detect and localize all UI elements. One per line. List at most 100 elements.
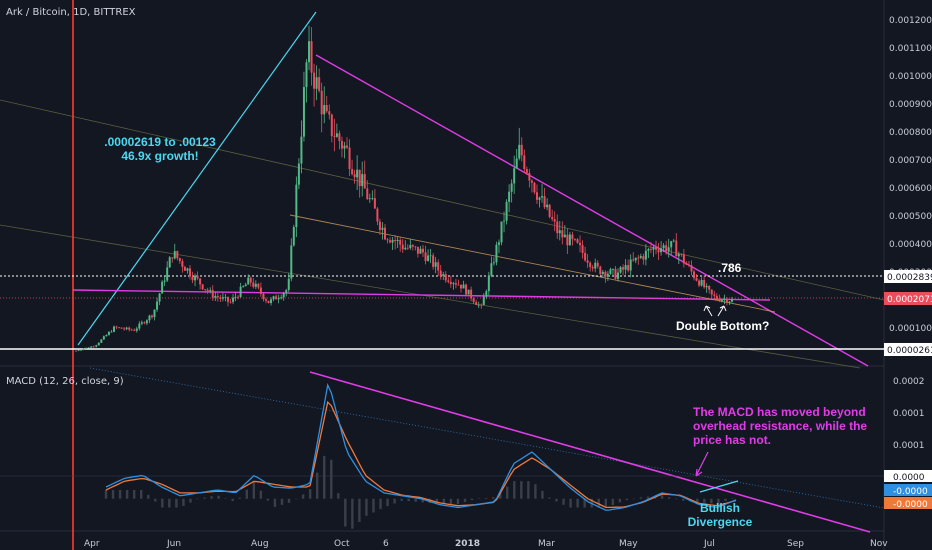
histogram-bar bbox=[161, 498, 164, 508]
histogram-bar bbox=[379, 498, 382, 510]
candle-body bbox=[297, 163, 300, 185]
candle-body bbox=[401, 244, 404, 250]
candle-body bbox=[642, 256, 645, 260]
current-price-label: 0.00020737 bbox=[887, 295, 932, 305]
candle-body bbox=[77, 350, 80, 352]
candle-body bbox=[731, 299, 733, 302]
histogram-bar bbox=[506, 486, 509, 499]
candle-body bbox=[252, 282, 255, 287]
candle-body bbox=[343, 145, 346, 149]
candle-body bbox=[695, 277, 698, 281]
candle-body bbox=[647, 249, 650, 251]
histogram-bar bbox=[231, 498, 234, 502]
candle-body bbox=[525, 169, 528, 173]
histogram-bar bbox=[287, 498, 291, 503]
candle-body bbox=[376, 208, 379, 222]
candle-body bbox=[272, 296, 275, 300]
candle-body bbox=[280, 297, 283, 299]
arrow-icon bbox=[703, 305, 713, 317]
candle-body bbox=[685, 263, 688, 265]
candle-body bbox=[100, 339, 103, 343]
histogram-bar bbox=[154, 498, 157, 502]
candle-body bbox=[166, 267, 169, 281]
candle-body bbox=[576, 239, 579, 243]
candle-body bbox=[318, 77, 321, 91]
macd-resistance-line bbox=[309, 371, 871, 533]
candle-body bbox=[237, 296, 240, 298]
candle-body bbox=[85, 347, 88, 349]
price-tick: 0.00080000 bbox=[889, 128, 932, 138]
histogram-bar bbox=[484, 497, 488, 499]
candle-body bbox=[553, 219, 556, 222]
histogram-bar bbox=[682, 498, 685, 501]
candle-body bbox=[665, 245, 668, 252]
candle-body bbox=[660, 248, 663, 253]
candle-body bbox=[115, 326, 118, 328]
histogram-bar bbox=[104, 489, 108, 499]
histogram-bar bbox=[358, 498, 361, 522]
histogram-bar bbox=[576, 498, 579, 508]
candle-body bbox=[384, 227, 387, 240]
candle-body bbox=[282, 293, 285, 298]
candle-body bbox=[351, 169, 354, 175]
candle-body bbox=[394, 239, 397, 242]
macd-title: MACD (12, 26, close, 9) bbox=[6, 376, 124, 387]
candle-body bbox=[599, 266, 602, 275]
price-tick: 0.00040000 bbox=[889, 240, 932, 250]
x-tick: Aug bbox=[251, 539, 269, 549]
histogram-bar bbox=[527, 481, 530, 499]
histogram-bar bbox=[189, 498, 192, 503]
candle-body bbox=[267, 300, 270, 304]
candle-body bbox=[520, 144, 523, 156]
candle-body bbox=[439, 270, 442, 276]
candle-body bbox=[95, 345, 98, 347]
price-tick: 0.00100000 bbox=[889, 72, 932, 82]
histogram-bar bbox=[449, 498, 453, 505]
candle-body bbox=[475, 302, 478, 305]
candle-body bbox=[348, 147, 351, 170]
candle-body bbox=[462, 284, 465, 289]
histogram-bar bbox=[513, 481, 516, 499]
candle-body bbox=[530, 180, 533, 183]
histogram-bar bbox=[273, 498, 277, 507]
candle-body bbox=[130, 329, 133, 331]
candle-body bbox=[338, 133, 341, 141]
candle-body bbox=[112, 326, 115, 332]
candle-body bbox=[710, 289, 713, 295]
bullish-annotation-line2: Divergence bbox=[688, 515, 753, 529]
candle-body bbox=[609, 269, 612, 274]
histogram-bar bbox=[203, 497, 206, 499]
low-price-label-box bbox=[884, 343, 932, 356]
histogram-bar bbox=[520, 481, 523, 499]
candle-body bbox=[373, 198, 376, 209]
histogram-bar bbox=[365, 498, 368, 516]
histogram-bar bbox=[414, 498, 417, 502]
candle-body bbox=[290, 245, 293, 279]
candle-body bbox=[523, 155, 526, 170]
candle-body bbox=[614, 268, 617, 279]
bullish-annotation-line1: Bullish bbox=[700, 501, 740, 515]
macd-tick: 0.0001 bbox=[893, 409, 925, 419]
candle-body bbox=[480, 304, 483, 306]
histogram-bar bbox=[534, 484, 537, 499]
candle-body bbox=[725, 298, 728, 303]
histogram-bar bbox=[498, 492, 502, 499]
candle-body bbox=[275, 296, 278, 300]
candle-body bbox=[406, 247, 409, 249]
candle-body bbox=[161, 281, 164, 294]
candle-body bbox=[485, 291, 488, 297]
candle-body bbox=[302, 87, 305, 137]
candle-body bbox=[500, 221, 503, 243]
candle-body bbox=[611, 268, 614, 270]
x-tick: 6 bbox=[383, 539, 389, 549]
histogram-bar bbox=[386, 498, 389, 507]
candle-body bbox=[292, 227, 295, 246]
histogram-bar bbox=[294, 498, 298, 500]
candle-body bbox=[442, 274, 445, 276]
signal-value-box bbox=[884, 497, 932, 509]
candle-body bbox=[606, 273, 609, 277]
candle-body bbox=[604, 271, 607, 277]
histogram-bar bbox=[604, 498, 607, 508]
histogram-bar bbox=[224, 498, 227, 499]
